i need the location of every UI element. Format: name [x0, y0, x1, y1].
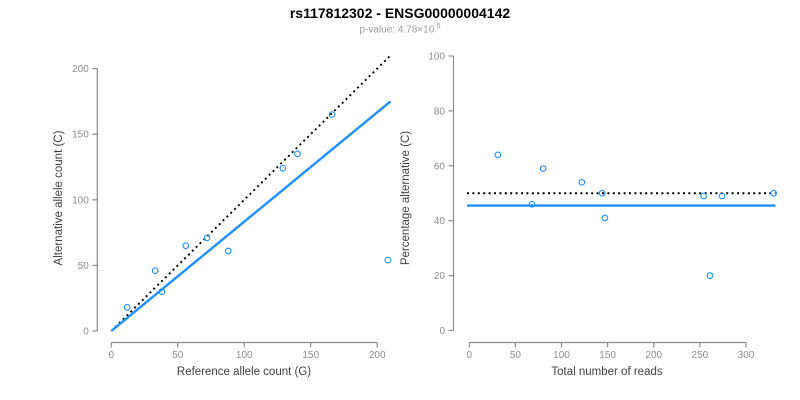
data-point: [279, 164, 287, 172]
data-point: [151, 267, 159, 274]
y-tick-label: 60: [434, 161, 446, 172]
data-point: [706, 272, 714, 279]
x-tick-label: 0: [467, 350, 473, 361]
data-point: [601, 214, 609, 222]
identity-line: [110, 54, 392, 332]
data-point: [539, 165, 547, 172]
data-point: [224, 247, 232, 255]
x-tick-label: 200: [369, 350, 386, 361]
y-tick-label: 0: [439, 326, 445, 337]
data-point: [182, 242, 190, 250]
x-tick-label: 250: [692, 350, 709, 361]
fitted-ratio-line: [110, 100, 392, 332]
x-tick-label: 50: [172, 350, 184, 361]
y-tick-label: 200: [72, 64, 89, 75]
left-y-axis-title: Alternative allele count (C): [53, 130, 65, 266]
data-point: [770, 189, 778, 197]
y-tick-label: 40: [434, 216, 446, 227]
data-point: [384, 256, 392, 264]
left-x-axis-title: Reference allele count (G): [176, 366, 312, 378]
data-point: [494, 151, 502, 159]
data-point: [294, 150, 301, 158]
x-tick-label: 0: [109, 350, 115, 361]
x-tick-label: 300: [738, 350, 755, 361]
x-tick-label: 150: [302, 350, 319, 361]
left-scatter-plot: 0 50 100 150 200 0 50 100 150 200: [72, 54, 392, 361]
y-tick-label: 20: [434, 271, 446, 282]
x-tick-label: 150: [599, 350, 616, 361]
p-value-exponent: -5: [434, 23, 441, 30]
y-tick-label: 150: [72, 130, 89, 141]
x-tick-label: 50: [510, 350, 522, 361]
data-point: [578, 178, 586, 186]
data-point: [158, 288, 166, 295]
y-tick-label: 100: [428, 52, 445, 63]
data-point: [528, 200, 536, 208]
page-title: rs117812302 - ENSG00000004142: [289, 5, 511, 21]
x-tick-label: 100: [553, 350, 570, 361]
data-point: [328, 111, 336, 118]
data-point: [203, 234, 211, 242]
data-point: [598, 189, 606, 197]
x-tick-label: 200: [645, 350, 662, 361]
data-point: [718, 192, 726, 200]
y-tick-label: 80: [434, 106, 446, 117]
right-scatter-plot: 0 50 100 150 200 250 300 0 20 40 60 80 100: [428, 52, 778, 361]
data-point: [700, 192, 707, 200]
p-value-text: p-value: 4.78×10: [359, 24, 435, 36]
right-y-axis-title: Percentage alternative (C): [400, 130, 412, 266]
y-tick-label: 50: [78, 261, 90, 272]
y-tick-label: 100: [72, 195, 89, 206]
right-x-axis-title: Total number of reads: [551, 366, 663, 378]
data-point: [123, 304, 131, 311]
p-value-label: p-value: 4.78×10-5: [0, 23, 800, 35]
x-tick-label: 100: [236, 350, 253, 361]
y-tick-label: 0: [83, 327, 89, 338]
